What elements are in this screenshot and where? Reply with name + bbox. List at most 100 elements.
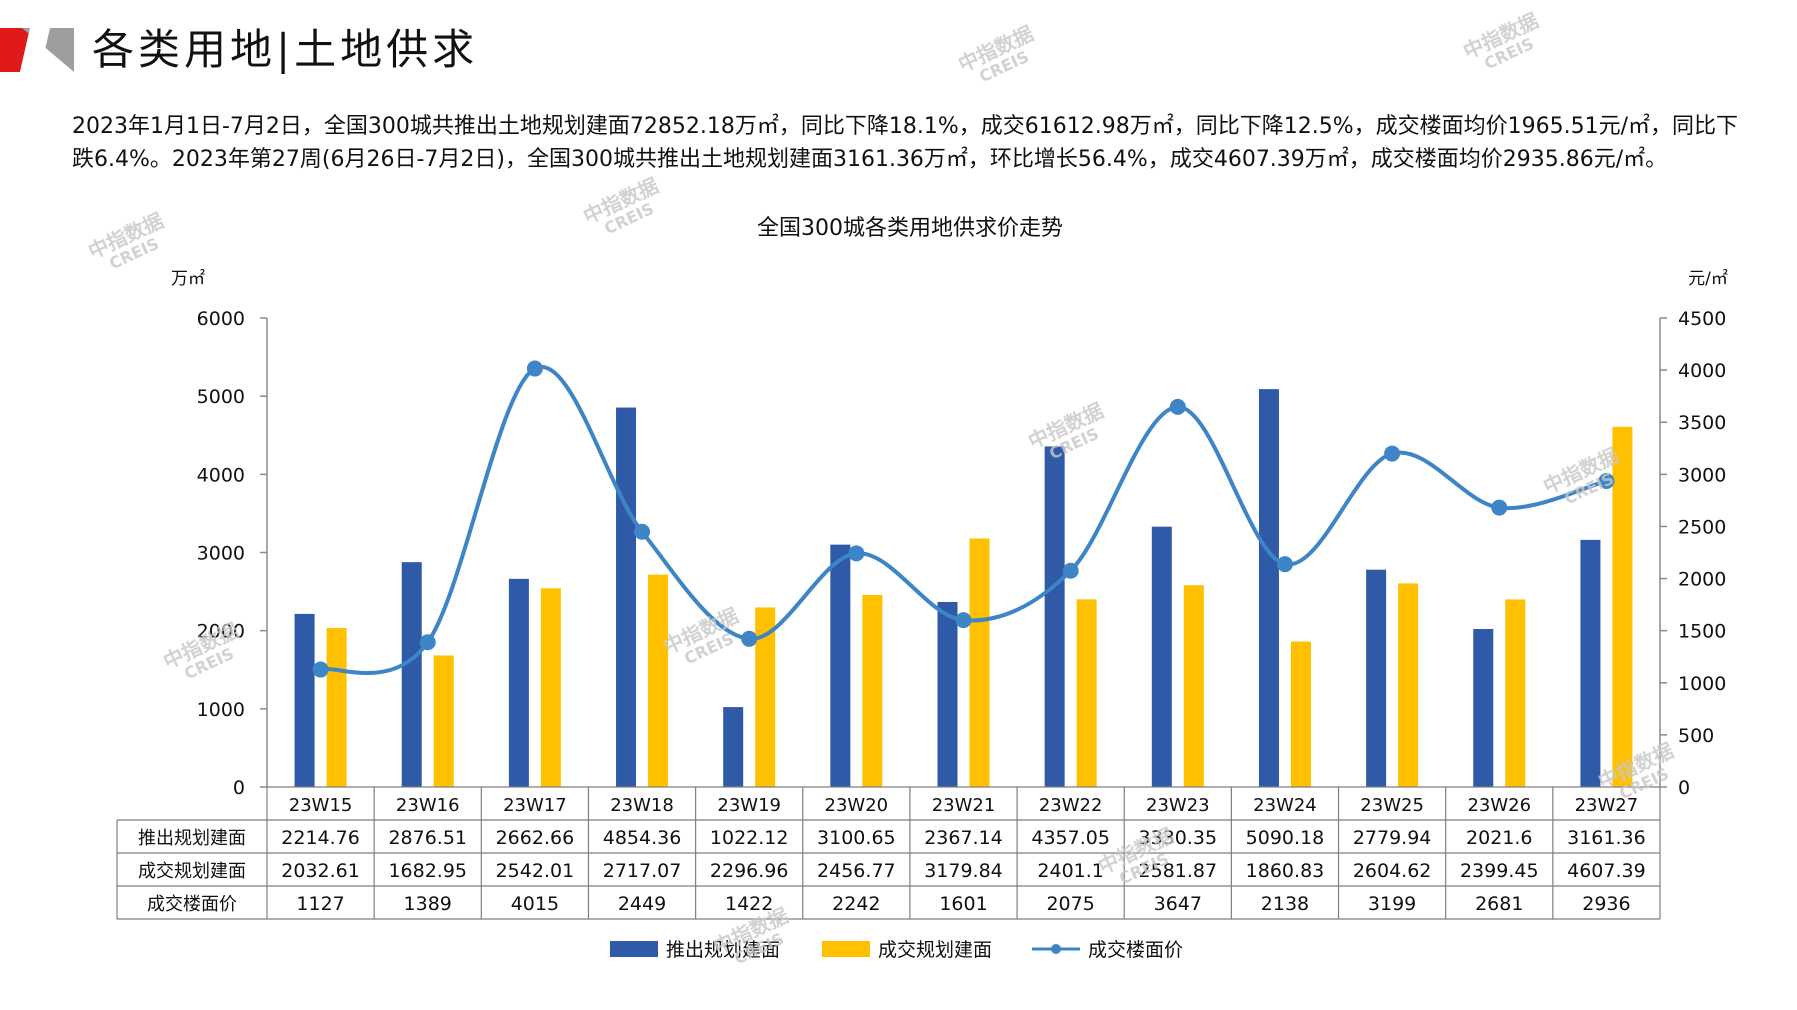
table-cell-value: 4015 bbox=[511, 893, 559, 915]
table-cell-value: 3179.84 bbox=[924, 860, 1003, 882]
table-row-header: 推出规划建面 bbox=[138, 828, 246, 849]
x-axis-category-label: 23W15 bbox=[289, 795, 353, 816]
supply-bar bbox=[723, 707, 744, 787]
x-axis-category-label: 23W22 bbox=[1039, 795, 1103, 816]
price-point bbox=[1169, 398, 1186, 415]
table-cell-value: 1860.83 bbox=[1246, 860, 1325, 882]
page-header: 各类用地|土地供求 bbox=[0, 20, 1797, 80]
table-cell-value: 2399.45 bbox=[1460, 860, 1539, 882]
price-point bbox=[526, 360, 543, 377]
price-point bbox=[1384, 445, 1401, 462]
table-cell-value: 2138 bbox=[1261, 893, 1309, 915]
table-cell-value: 2449 bbox=[618, 893, 666, 915]
table-cell-value: 2604.62 bbox=[1353, 860, 1432, 882]
price-point bbox=[419, 634, 436, 651]
brand-logo-icon bbox=[0, 28, 74, 72]
x-axis-category-label: 23W20 bbox=[825, 795, 889, 816]
deal-bar bbox=[862, 594, 883, 787]
table-cell-value: 4854.36 bbox=[603, 827, 682, 849]
supply-bar bbox=[1151, 526, 1172, 787]
right-axis-tick-label: 500 bbox=[1678, 725, 1714, 747]
table-cell-value: 2936 bbox=[1582, 893, 1630, 915]
deal-bar bbox=[1612, 426, 1633, 787]
deal-bar bbox=[1290, 641, 1311, 787]
x-axis-category-label: 23W21 bbox=[932, 795, 996, 816]
left-axis-unit: 万㎡ bbox=[171, 269, 205, 289]
deal-bar bbox=[433, 655, 454, 787]
table-row-header: 成交楼面价 bbox=[147, 894, 237, 915]
deal-bar bbox=[540, 588, 561, 787]
table-cell-value: 2779.94 bbox=[1353, 827, 1432, 849]
page-title: 各类用地|土地供求 bbox=[92, 25, 479, 74]
right-axis-tick-label: 4500 bbox=[1678, 308, 1726, 330]
deal-bar bbox=[969, 538, 990, 787]
left-axis-tick-label: 6000 bbox=[197, 308, 245, 330]
x-axis-category-label: 23W17 bbox=[503, 795, 567, 816]
left-axis-tick-label: 0 bbox=[233, 777, 245, 799]
supply-bar bbox=[294, 613, 315, 787]
price-point bbox=[634, 523, 651, 540]
table-cell-value: 2367.14 bbox=[924, 827, 1003, 849]
left-axis-tick-label: 2000 bbox=[197, 621, 245, 643]
supply-bar bbox=[830, 544, 851, 787]
table-cell-value: 2021.6 bbox=[1466, 827, 1532, 849]
table-cell-value: 2662.66 bbox=[496, 827, 575, 849]
chart-title: 全国300城各类用地供求价走势 bbox=[757, 216, 1063, 241]
table-cell-value: 2075 bbox=[1046, 893, 1094, 915]
x-axis-category-label: 23W24 bbox=[1253, 795, 1317, 816]
table-cell-value: 3100.65 bbox=[817, 827, 896, 849]
table-cell-value: 2296.96 bbox=[710, 860, 789, 882]
table-cell-value: 1022.12 bbox=[710, 827, 789, 849]
table-cell-value: 3647 bbox=[1154, 893, 1202, 915]
right-axis-tick-label: 4000 bbox=[1678, 360, 1726, 382]
table-cell-value: 3330.35 bbox=[1139, 827, 1218, 849]
deal-bar bbox=[1183, 585, 1204, 787]
x-axis-category-label: 23W26 bbox=[1467, 795, 1531, 816]
legend-supply-label: 推出规划建面 bbox=[666, 939, 780, 961]
supply-bar bbox=[508, 578, 529, 787]
table-cell-value: 5090.18 bbox=[1246, 827, 1325, 849]
price-point bbox=[741, 630, 758, 647]
price-point bbox=[955, 612, 972, 629]
legend-price-marker bbox=[1051, 944, 1061, 954]
supply-bar bbox=[1366, 569, 1387, 787]
supply-bar bbox=[616, 407, 637, 787]
right-axis-tick-label: 1500 bbox=[1678, 621, 1726, 643]
left-axis-tick-label: 5000 bbox=[197, 386, 245, 408]
table-cell-value: 1127 bbox=[296, 893, 344, 915]
table-cell-value: 2681 bbox=[1475, 893, 1523, 915]
table-cell-value: 1601 bbox=[939, 893, 987, 915]
x-axis-category-label: 23W23 bbox=[1146, 795, 1210, 816]
table-cell-value: 1389 bbox=[404, 893, 452, 915]
legend-supply-swatch bbox=[610, 941, 658, 957]
supply-bar bbox=[1580, 539, 1601, 787]
table-cell-value: 1682.95 bbox=[388, 860, 467, 882]
table-cell-value: 2581.87 bbox=[1139, 860, 1218, 882]
x-axis-category-label: 23W25 bbox=[1360, 795, 1424, 816]
table-cell-value: 2401.1 bbox=[1037, 860, 1103, 882]
right-axis-tick-label: 0 bbox=[1678, 777, 1690, 799]
supply-bar bbox=[1473, 628, 1494, 787]
table-cell-value: 2876.51 bbox=[388, 827, 467, 849]
supply-bar bbox=[401, 562, 422, 787]
price-line bbox=[320, 364, 1607, 675]
right-axis-tick-label: 1000 bbox=[1678, 673, 1726, 695]
right-axis-tick-label: 3000 bbox=[1678, 464, 1726, 486]
price-point bbox=[312, 661, 329, 678]
x-axis-category-label: 23W18 bbox=[610, 795, 674, 816]
deal-bar bbox=[648, 574, 669, 787]
table-cell-value: 4357.05 bbox=[1031, 827, 1110, 849]
price-point bbox=[848, 545, 865, 562]
supply-bar bbox=[937, 601, 958, 787]
legend-deal-label: 成交规划建面 bbox=[878, 939, 992, 961]
table-cell-value: 2717.07 bbox=[603, 860, 682, 882]
legend-deal-swatch bbox=[822, 941, 870, 957]
x-axis-category-label: 23W19 bbox=[717, 795, 781, 816]
table-cell-value: 2032.61 bbox=[281, 860, 360, 882]
table-cell-value: 2214.76 bbox=[281, 827, 360, 849]
deal-bar bbox=[1505, 599, 1526, 787]
summary-paragraph: 2023年1月1日-7月2日，全国300城共推出土地规划建面72852.18万㎡… bbox=[72, 114, 1739, 172]
table-cell-value: 4607.39 bbox=[1567, 860, 1646, 882]
table-row-header: 成交规划建面 bbox=[138, 861, 246, 882]
